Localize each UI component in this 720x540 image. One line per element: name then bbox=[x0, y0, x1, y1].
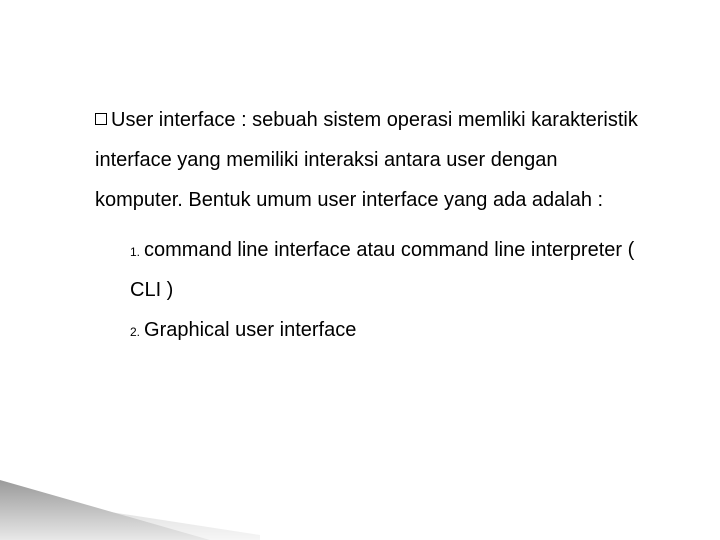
sub-num-1: 1. bbox=[130, 245, 140, 259]
checkbox-icon bbox=[95, 113, 107, 125]
corner-wedge-decoration bbox=[0, 480, 260, 540]
sub-num-2: 2. bbox=[130, 325, 140, 339]
bullet-lead: User bbox=[111, 109, 153, 131]
slide-body: User interface : sebuah sistem operasi m… bbox=[0, 0, 720, 540]
bullet-rest: interface : sebuah sistem operasi memlik… bbox=[95, 109, 638, 211]
sub-text-2: Graphical user interface bbox=[144, 319, 356, 341]
sub-item-2: 2. Graphical user interface bbox=[130, 310, 650, 350]
main-bullet: User interface : sebuah sistem operasi m… bbox=[95, 100, 650, 220]
sub-list: 1.command line interface atau command li… bbox=[130, 230, 650, 350]
sub-item-1: 1.command line interface atau command li… bbox=[130, 230, 650, 310]
sub-text-1: command line interface atau command line… bbox=[130, 239, 634, 301]
